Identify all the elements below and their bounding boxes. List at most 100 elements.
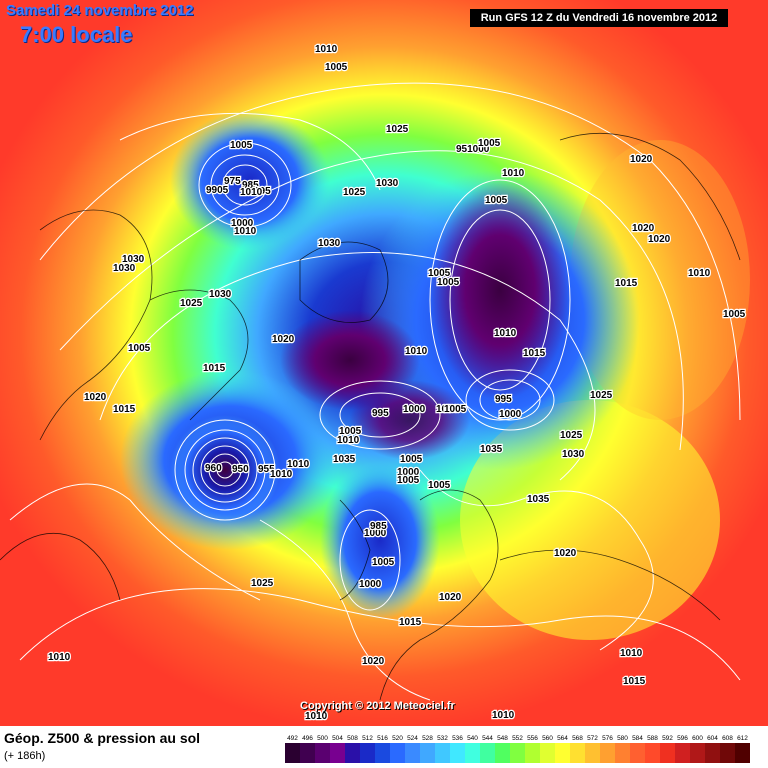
scale-tick-label: 572 (587, 735, 598, 742)
pressure-label: 1010 (688, 268, 711, 279)
scale-swatch (315, 743, 330, 763)
scale-swatch (675, 743, 690, 763)
scale-swatch (525, 743, 540, 763)
scale-swatch (660, 743, 675, 763)
pressure-label: 1020 (630, 154, 653, 165)
scale-swatch (345, 743, 360, 763)
pressure-label: 985 (242, 180, 259, 191)
pressure-label: 951000 (456, 144, 490, 155)
scale-swatch (720, 743, 735, 763)
pressure-label: 1000 (359, 579, 382, 590)
scale-tick-label: 540 (467, 735, 478, 742)
forecast-range: (+ 186h) (4, 750, 46, 762)
scale-swatch (375, 743, 390, 763)
scale-swatch (300, 743, 315, 763)
pressure-label: 1010 (494, 328, 517, 339)
scale-swatch (495, 743, 510, 763)
pressure-label: 1005 (485, 195, 508, 206)
vortex-siberia (430, 180, 570, 400)
trough-alaska (170, 110, 330, 250)
legend-title: Géop. Z500 & pression au sol (4, 730, 201, 746)
scale-swatch (510, 743, 525, 763)
copyright-notice: Copyright © 2012 Meteociel.fr (300, 700, 455, 712)
pressure-label: 1030 (113, 263, 136, 274)
pressure-label: 1030 (318, 238, 341, 249)
scale-swatch (540, 743, 555, 763)
scale-tick-label: 532 (437, 735, 448, 742)
scale-tick-label: 536 (452, 735, 463, 742)
scale-tick-label: 548 (497, 735, 508, 742)
scale-tick-label: 576 (602, 735, 613, 742)
pressure-label: 1005 (400, 454, 423, 465)
pressure-label: 1030 (562, 449, 585, 460)
pressure-label: 1000 (397, 467, 420, 478)
pressure-label: 1035 (333, 454, 356, 465)
pressure-label: 1025 (386, 124, 409, 135)
pressure-label: 1015 (615, 278, 638, 289)
pressure-label: 1015 (113, 404, 136, 415)
pressure-label: 1005 (444, 404, 467, 415)
scale-tick-label: 580 (617, 735, 628, 742)
scale-tick-label: 600 (692, 735, 703, 742)
model-run-info: Run GFS 12 Z du Vendredi 16 novembre 201… (470, 9, 728, 27)
scale-swatch (555, 743, 570, 763)
pressure-label: 1025 (251, 578, 274, 589)
scale-swatch (705, 743, 720, 763)
scale-swatch (600, 743, 615, 763)
pressure-label: 1020 (648, 234, 671, 245)
scale-tick-label: 608 (722, 735, 733, 742)
pressure-label: 1005 (428, 268, 451, 279)
scale-tick-label: 500 (317, 735, 328, 742)
scale-tick-label: 588 (647, 735, 658, 742)
pressure-label: 955 (258, 464, 275, 475)
scale-swatch (390, 743, 405, 763)
atlantic-storm (170, 415, 280, 525)
pressure-label: 1030 (122, 254, 145, 265)
pressure-label: 1015 (623, 676, 646, 687)
pressure-label: 1010 (337, 435, 360, 446)
scale-tick-label: 552 (512, 735, 523, 742)
pressure-label: 1020 (84, 392, 107, 403)
scale-tick-label: 612 (737, 735, 748, 742)
scale-tick-label: 504 (332, 735, 343, 742)
scale-swatch (480, 743, 495, 763)
scale-swatch (615, 743, 630, 763)
pressure-label: 1020 (439, 592, 462, 603)
pressure-label: 9905 (206, 185, 229, 196)
pressure-label: 1005 (128, 343, 151, 354)
scale-tick-label: 508 (347, 735, 358, 742)
pressure-label: 1010 (287, 459, 310, 470)
pressure-label: 1005 (428, 480, 451, 491)
scale-swatch (435, 743, 450, 763)
scale-swatch (420, 743, 435, 763)
scale-swatch (465, 743, 480, 763)
pressure-label: 1010 (620, 648, 643, 659)
pressure-label: 1010 (234, 226, 257, 237)
pressure-label: 995 (495, 394, 512, 405)
pressure-label: 1030 (209, 289, 232, 300)
scale-swatch (330, 743, 345, 763)
scale-tick-label: 512 (362, 735, 373, 742)
pressure-label: 985 (370, 521, 387, 532)
pressure-label: 1005 (397, 475, 420, 486)
scale-swatch (585, 743, 600, 763)
forecast-local-time: 7:00 locale (20, 22, 133, 47)
vortex-arctic (350, 380, 470, 460)
pressure-label: 1025 (180, 298, 203, 309)
scale-tick-label: 584 (632, 735, 643, 742)
pressure-label: 1020 (362, 656, 385, 667)
pressure-label: 1000 (364, 528, 387, 539)
pressure-label: 1025 (590, 390, 613, 401)
pressure-label: 1020 (272, 334, 295, 345)
scale-swatch (450, 743, 465, 763)
scale-tick-label: 524 (407, 735, 418, 742)
pressure-label: 1005 (230, 140, 253, 151)
scale-tick-label: 556 (527, 735, 538, 742)
pressure-label: 1010 (315, 44, 338, 55)
scale-tick-label: 596 (677, 735, 688, 742)
scale-swatch (570, 743, 585, 763)
geopotential-color-scale: 492 496 500 504 508 512 516 520 524 528 532 536 540 5… (285, 735, 750, 763)
pressure-label: 1025 (560, 430, 583, 441)
